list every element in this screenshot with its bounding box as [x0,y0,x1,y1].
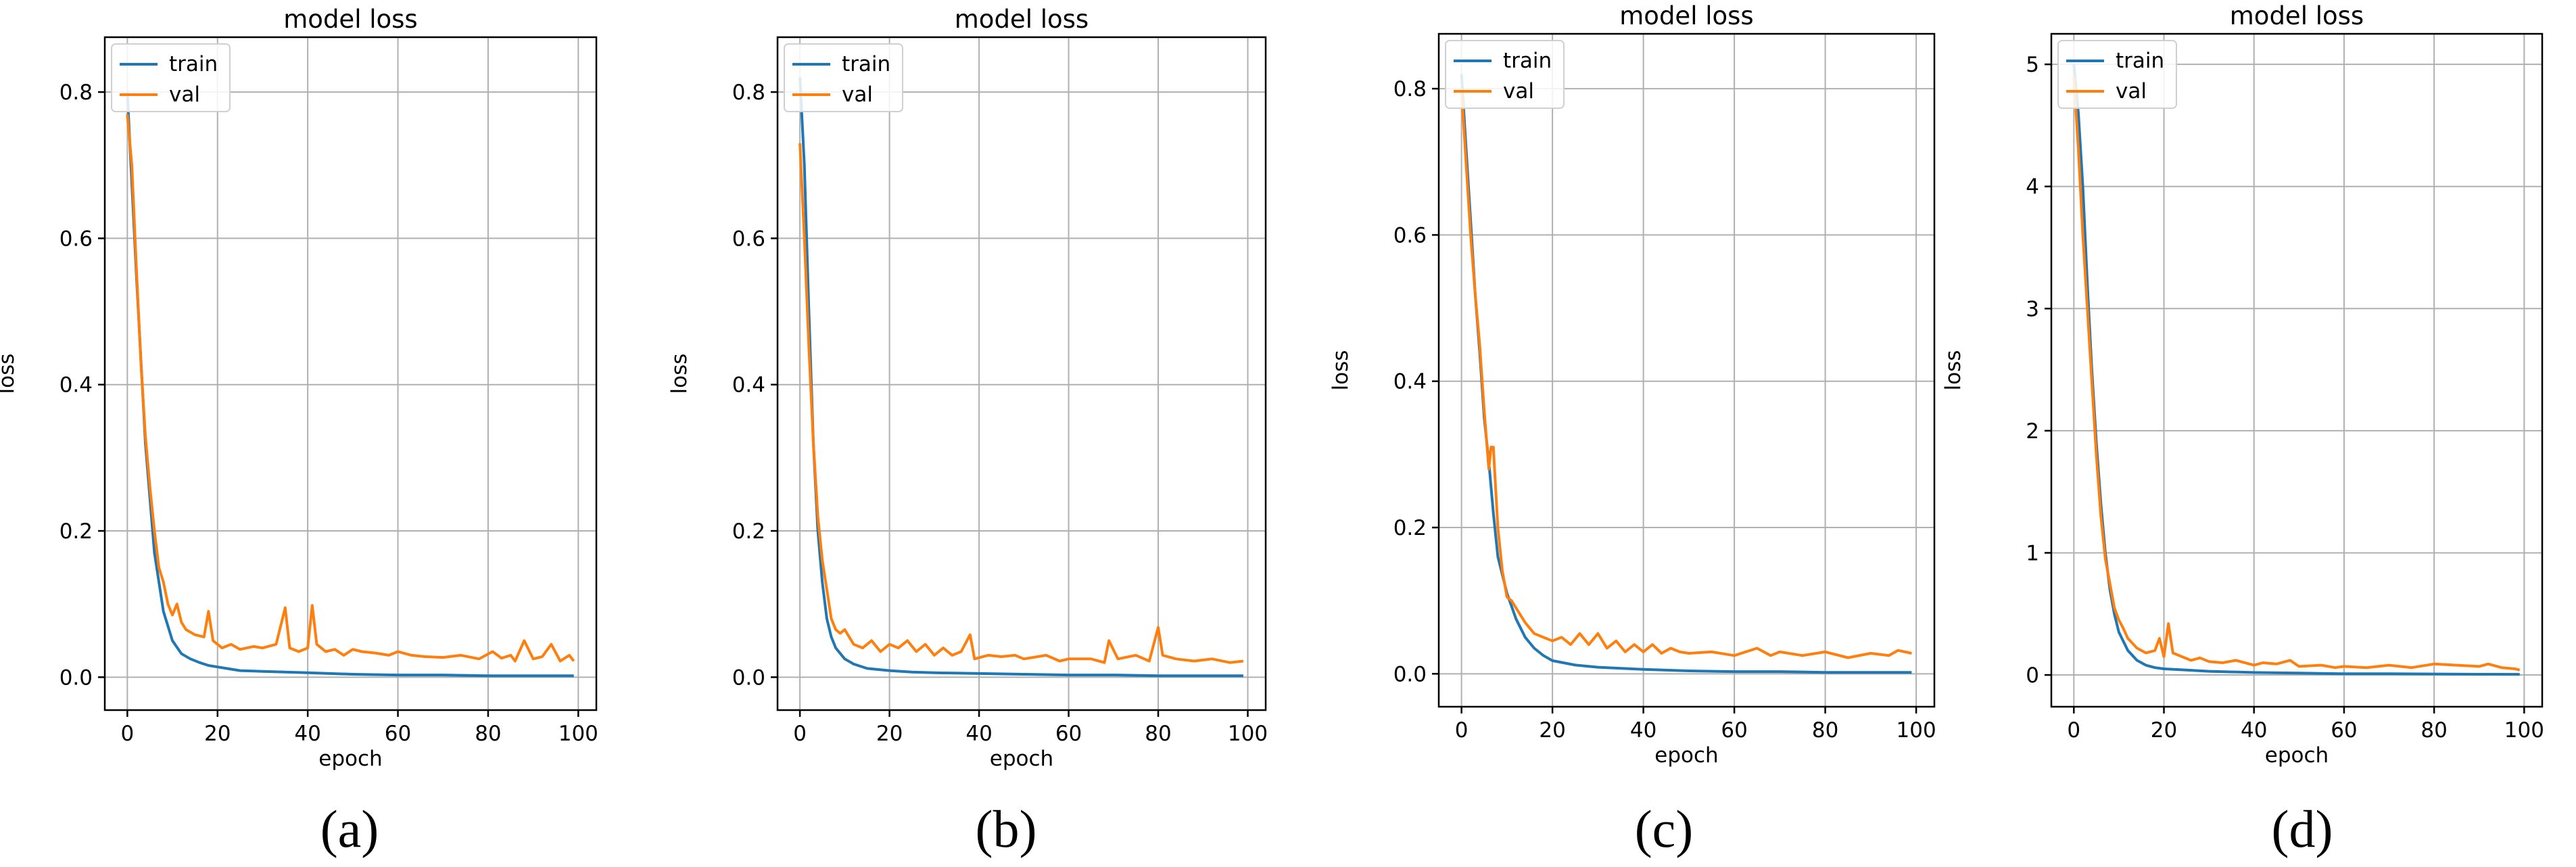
x-tick-label: 40 [965,722,992,746]
panel-label: (c) [1635,799,1694,858]
chart-panel-c: 0 20 40 60 80 100 0.0 0.2 0.4 0.6 0.8 model loss epo… [1329,1,1936,858]
x-tick-label: 100 [1228,722,1268,746]
y-tick-label: 0.8 [59,80,93,105]
x-tick-label: 20 [2151,718,2177,743]
plot-frame [1437,32,1936,708]
x-tick-label: 20 [1539,718,1565,743]
chart-panel-a: 0 20 40 60 80 100 0.0 0.2 0.4 0.6 0.8 model loss epo… [0,5,598,858]
y-tick-label: 0.0 [59,665,93,690]
x-tick-label: 40 [294,722,320,746]
legend-label-train: train [842,52,890,76]
chart-title: model loss [955,5,1089,34]
x-tick-label: 0 [2067,718,2080,743]
x-tick-label: 0 [120,722,134,746]
y-tick-label: 0.4 [59,373,93,398]
x-axis-label: epoch [990,747,1053,771]
plot-frame [776,36,1267,711]
y-tick-label: 0 [2026,663,2039,688]
chart-title: model loss [2230,1,2364,30]
x-tick-label: 100 [2504,718,2544,743]
y-tick-label: 0.2 [1393,516,1427,540]
y-axis-label: loss [1329,350,1353,391]
x-tick-label: 60 [2331,718,2357,743]
panel-label: (d) [2272,799,2333,858]
legend-label-train: train [169,52,218,76]
y-tick-label: 0.0 [1393,662,1427,686]
plot-frame [2050,32,2544,708]
y-tick-label: 4 [2026,175,2039,200]
y-tick-label: 0.0 [732,665,765,690]
legend-label-train: train [1503,49,1552,73]
y-axis-label: loss [0,354,19,394]
x-tick-label: 80 [1145,722,1171,746]
legend-label-val: val [842,83,873,107]
legend-label-val: val [2116,79,2147,103]
y-tick-label: 0.2 [732,519,765,544]
legend-label-val: val [1503,79,1534,103]
x-tick-label: 80 [1812,718,1838,743]
series-line-val [1460,88,1912,659]
y-tick-label: 0.6 [1393,223,1427,248]
x-tick-label: 40 [2241,718,2267,743]
x-axis-label: epoch [2265,743,2329,768]
y-tick-label: 0.8 [1393,77,1427,101]
series-line-train [2072,64,2520,676]
y-tick-label: 0.4 [732,373,765,398]
y-axis-label: loss [667,354,692,394]
x-tick-label: 100 [1897,718,1936,743]
chart-panel-b: 0 20 40 60 80 100 0.0 0.2 0.4 0.6 0.8 model loss epo… [667,5,1268,858]
panel-label: (b) [976,799,1037,858]
y-tick-label: 0.6 [732,227,765,251]
panel-label: (a) [320,799,379,858]
chart-title: model loss [283,5,417,34]
series-line-val [2072,76,2521,672]
x-tick-label: 100 [558,722,598,746]
legend-label-val: val [169,83,200,107]
series-line-train [798,77,1243,678]
x-tick-label: 60 [385,722,411,746]
x-tick-label: 80 [475,722,501,746]
y-tick-label: 0.2 [59,519,93,544]
x-tick-label: 40 [1630,718,1656,743]
x-tick-label: 0 [793,722,807,746]
y-tick-label: 2 [2026,419,2039,444]
x-tick-label: 0 [1455,718,1469,743]
y-tick-label: 0.8 [732,80,765,105]
x-tick-label: 60 [1721,718,1747,743]
series-line-val [126,114,575,663]
x-tick-label: 80 [2420,718,2447,743]
y-tick-label: 1 [2026,541,2039,565]
x-axis-label: epoch [1654,743,1718,768]
x-tick-label: 60 [1055,722,1082,746]
series-line-train [126,92,574,678]
chart-panel-d: 0 20 40 60 80 100 0 1 2 3 4 5 model loss epoch loss tra… [1941,1,2544,858]
series-line-train [1460,74,1912,674]
y-tick-label: 0.6 [59,227,93,251]
y-tick-label: 3 [2026,297,2039,321]
y-tick-label: 5 [2026,53,2039,77]
x-axis-label: epoch [318,747,382,771]
plot-frame [103,36,598,711]
x-tick-label: 20 [876,722,903,746]
chart-title: model loss [1619,1,1753,30]
x-tick-label: 20 [204,722,231,746]
legend-label-train: train [2116,49,2164,73]
series-line-val [798,143,1244,664]
y-axis-label: loss [1941,350,1965,391]
y-tick-label: 0.4 [1393,370,1427,394]
